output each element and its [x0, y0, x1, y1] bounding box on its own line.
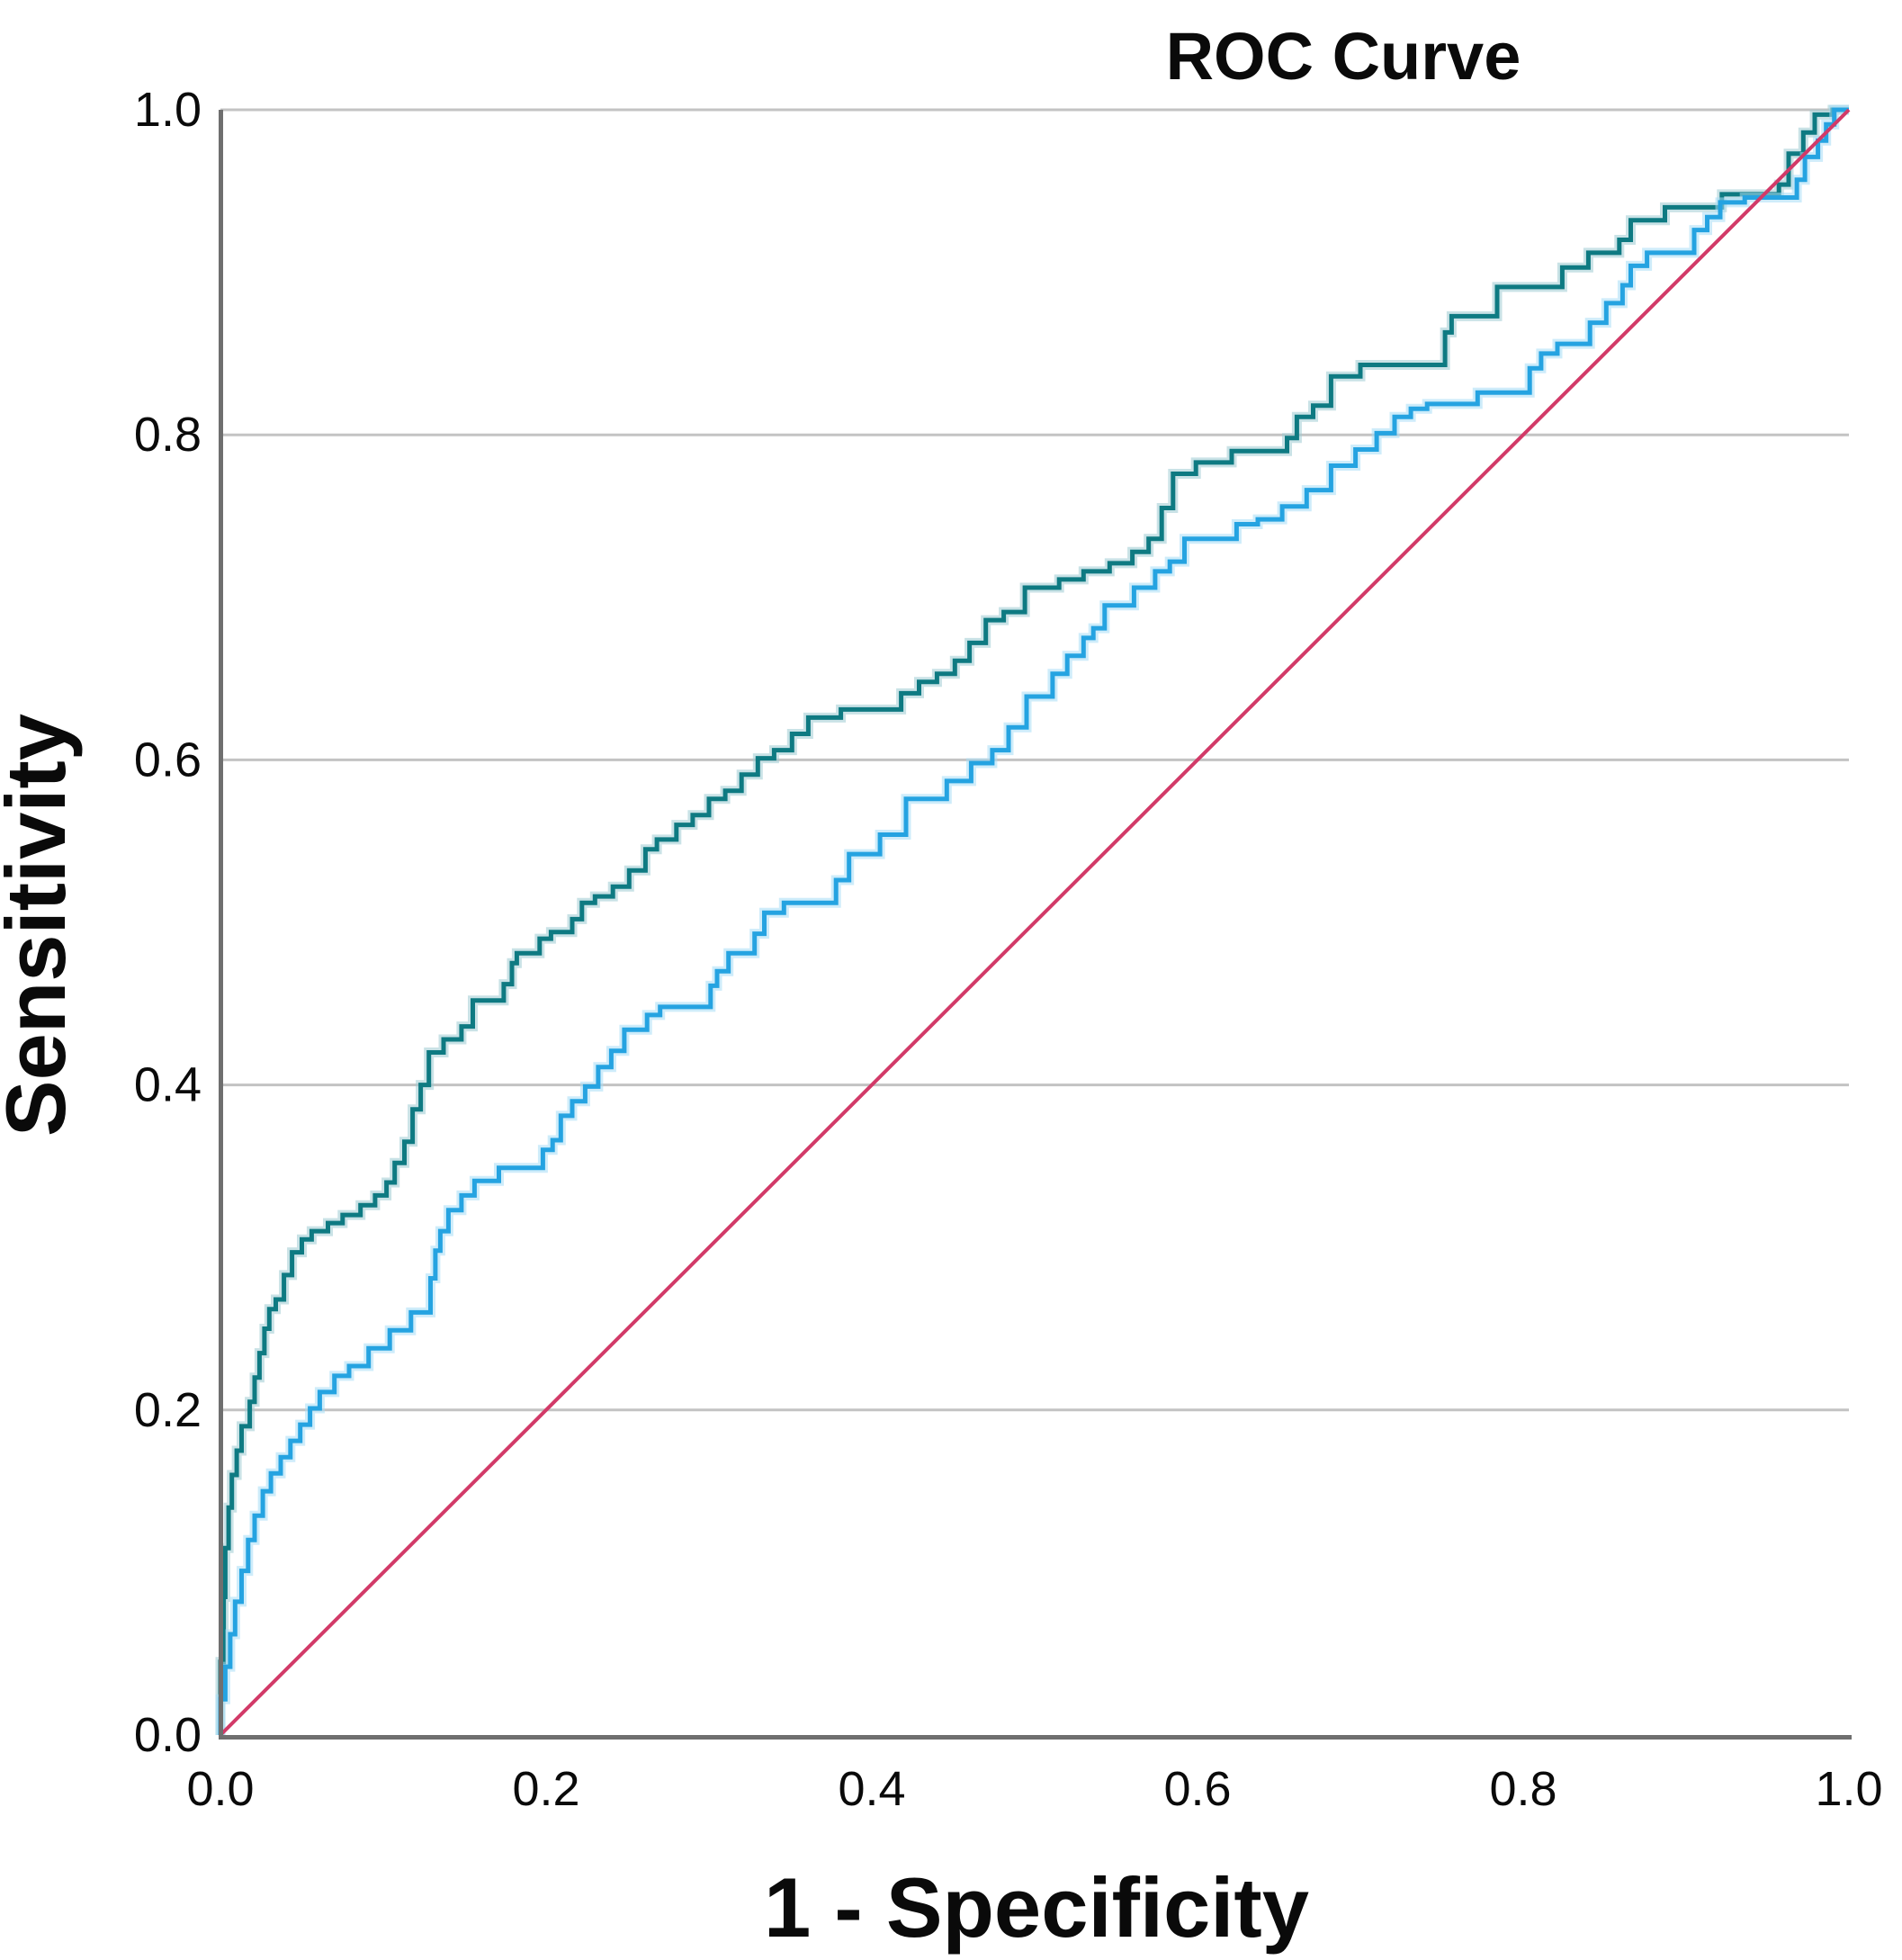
x-tick-label-0.4: 0.4 [838, 1762, 905, 1816]
x-tick-label-0.0: 0.0 [186, 1762, 254, 1816]
ticks-layer: 0.0 0.2 0.4 0.6 0.8 1.0 0.0 0.2 0.4 0.6 0.8 1.0 [134, 83, 1883, 1816]
y-tick-label-0.6: 0.6 [134, 733, 202, 787]
x-tick-label-0.8: 0.8 [1489, 1762, 1557, 1816]
y-tick-label-0.0: 0.0 [134, 1708, 202, 1762]
x-tick-label-0.2: 0.2 [512, 1762, 579, 1816]
reference-line [219, 108, 1851, 1737]
x-axis-title: 1 - Specificity [764, 1860, 1309, 1955]
axes-layer [219, 110, 1852, 1740]
gridlines-layer [220, 108, 1849, 1412]
x-tick-label-1.0: 1.0 [1815, 1762, 1882, 1816]
chart-title: ROC Curve [1166, 19, 1521, 94]
roc-curve-1 [218, 107, 1849, 1735]
series-layer [215, 104, 1851, 1737]
y-tick-label-1.0: 1.0 [134, 83, 202, 137]
y-tick-label-0.2: 0.2 [134, 1383, 202, 1437]
x-tick-label-0.6: 0.6 [1163, 1762, 1231, 1816]
y-tick-label-0.8: 0.8 [134, 408, 202, 462]
y-tick-label-0.4: 0.4 [134, 1058, 202, 1112]
y-axis-title: Sensitivity [0, 714, 83, 1137]
roc-curve-2 [218, 107, 1849, 1735]
